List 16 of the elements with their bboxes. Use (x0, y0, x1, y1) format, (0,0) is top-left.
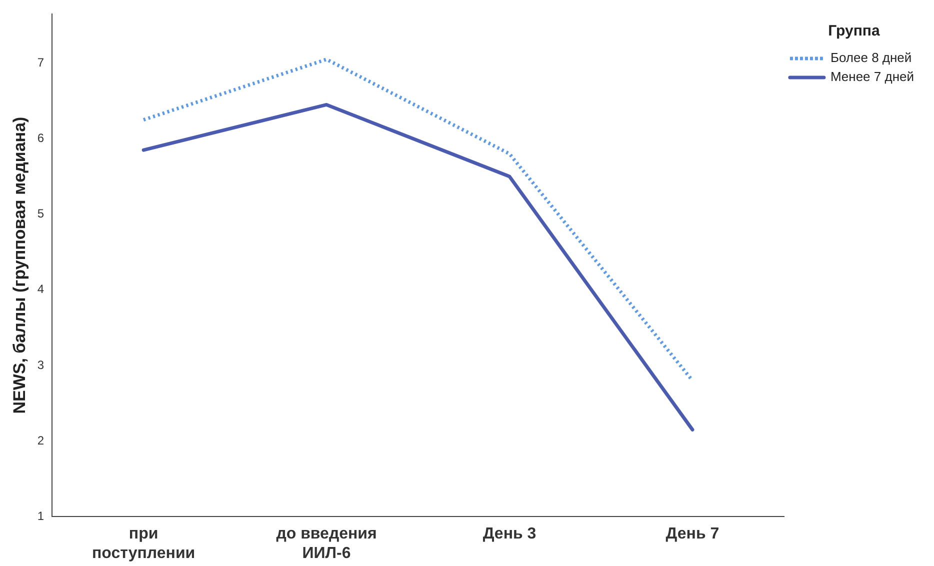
x-tick-label: День 3 (482, 526, 536, 543)
y-tick-label: 5 (37, 206, 44, 221)
y-tick-label: 4 (37, 282, 44, 296)
y-axis-title: NEWS, баллы (групповая медиана) (10, 116, 29, 414)
line-series (142, 58, 694, 382)
x-tick-label: День 7 (666, 526, 720, 543)
legend-label: Более 8 дней (830, 50, 912, 66)
y-tick-label: 1 (37, 508, 44, 523)
y-tick-label: 6 (37, 131, 44, 146)
x-tick-label: при поступлении (92, 526, 196, 562)
legend-label: Менее 7 дней (830, 69, 914, 84)
y-tick-label: 3 (37, 358, 44, 372)
y-tick-label: 2 (37, 433, 44, 448)
x-tick-label: до введения ИИЛ-6 (276, 526, 377, 562)
legend-title: Группа (828, 22, 880, 40)
y-tick-label: 7 (37, 55, 44, 70)
